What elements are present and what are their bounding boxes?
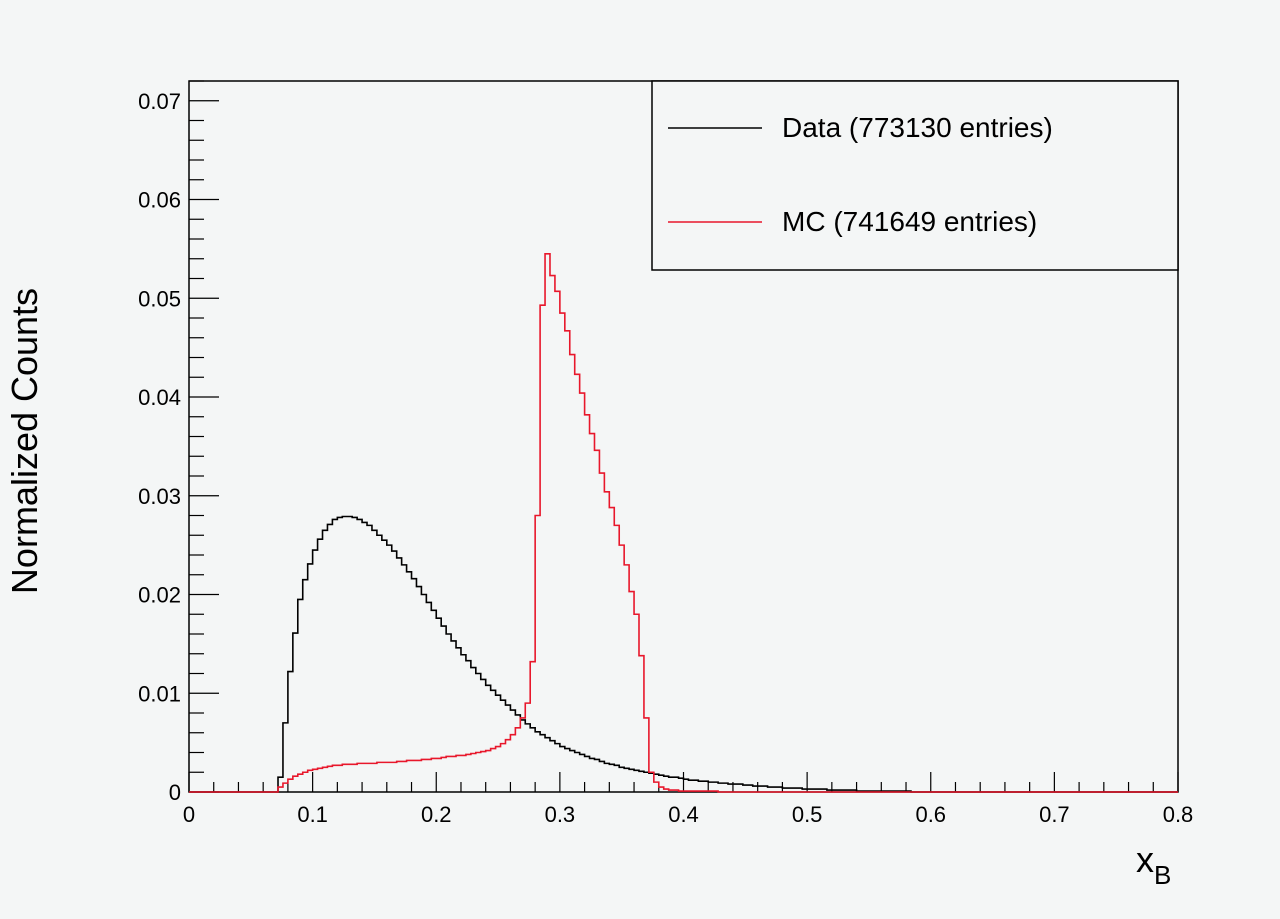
mc-histogram-line <box>189 253 1178 793</box>
legend-mc-label: MC (741649 entries) <box>782 206 1037 237</box>
x-tick-label: 0.6 <box>915 802 946 827</box>
x-tick-label: 0.4 <box>668 802 699 827</box>
series-layer <box>189 253 1178 793</box>
x-tick-label: 0.5 <box>792 802 823 827</box>
x-tick-label: 0 <box>183 802 195 827</box>
y-tick-label: 0.01 <box>138 681 181 706</box>
y-tick-label: 0 <box>169 780 181 805</box>
legend-data-label: Data (773130 entries) <box>782 112 1053 143</box>
y-tick-label: 0.06 <box>138 188 181 213</box>
y-tick-label: 0.03 <box>138 484 181 509</box>
x-axis: 0 0.1 0.2 0.3 0.4 0.5 0.6 0.7 0.8 <box>183 772 1193 827</box>
legend: Data (773130 entries) MC (741649 entries… <box>651 80 1179 271</box>
x-axis-title-subscript: B <box>1154 860 1171 890</box>
x-tick-label: 0.7 <box>1039 802 1070 827</box>
y-tick-label: 0.05 <box>138 286 181 311</box>
y-axis-title: Normalized Counts <box>4 288 45 594</box>
x-tick-label: 0.1 <box>297 802 328 827</box>
y-axis: 0 0.01 0.02 0.03 0.04 0.05 0.06 0.07 <box>138 80 219 805</box>
x-tick-label: 0.8 <box>1163 802 1194 827</box>
x-tick-label: 0.2 <box>421 802 452 827</box>
x-tick-label: 0.3 <box>545 802 576 827</box>
x-axis-title: xB <box>1136 839 1171 890</box>
legend-box <box>651 80 1179 271</box>
y-tick-label: 0.07 <box>138 89 181 114</box>
x-axis-title-main: x <box>1136 839 1154 880</box>
data-histogram-line <box>189 515 1178 793</box>
y-tick-label: 0.04 <box>138 385 181 410</box>
y-tick-label: 0.02 <box>138 583 181 608</box>
